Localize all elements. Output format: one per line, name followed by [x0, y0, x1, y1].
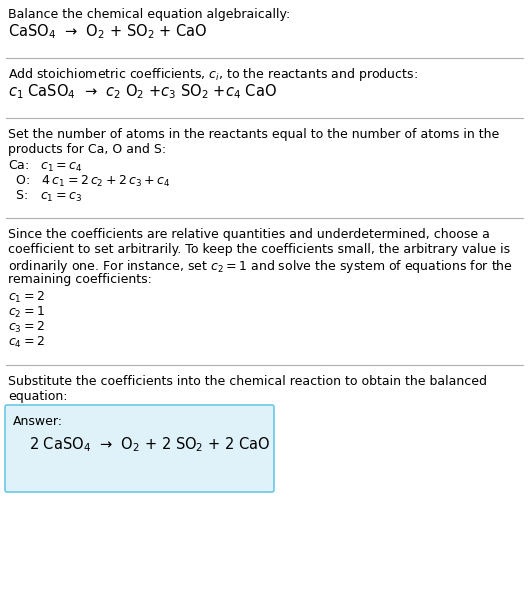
Text: coefficient to set arbitrarily. To keep the coefficients small, the arbitrary va: coefficient to set arbitrarily. To keep … [8, 243, 510, 256]
FancyBboxPatch shape [5, 405, 274, 492]
Text: O:   $4\,c_1 = 2\,c_2 + 2\,c_3 + c_4$: O: $4\,c_1 = 2\,c_2 + 2\,c_3 + c_4$ [8, 174, 170, 189]
Text: $c_2 = 1$: $c_2 = 1$ [8, 305, 45, 320]
Text: equation:: equation: [8, 390, 68, 403]
Text: ordinarily one. For instance, set $c_2 = 1$ and solve the system of equations fo: ordinarily one. For instance, set $c_2 =… [8, 258, 513, 275]
Text: Since the coefficients are relative quantities and underdetermined, choose a: Since the coefficients are relative quan… [8, 228, 490, 241]
Text: $c_1 = 2$: $c_1 = 2$ [8, 290, 45, 305]
Text: Balance the chemical equation algebraically:: Balance the chemical equation algebraica… [8, 8, 290, 21]
Text: CaSO$_4$  →  O$_2$ + SO$_2$ + CaO: CaSO$_4$ → O$_2$ + SO$_2$ + CaO [8, 22, 207, 41]
Text: remaining coefficients:: remaining coefficients: [8, 273, 152, 286]
Text: Add stoichiometric coefficients, $c_i$, to the reactants and products:: Add stoichiometric coefficients, $c_i$, … [8, 66, 418, 83]
Text: Ca:   $c_1 = c_4$: Ca: $c_1 = c_4$ [8, 159, 83, 174]
Text: products for Ca, O and S:: products for Ca, O and S: [8, 143, 166, 156]
Text: $c_1$ CaSO$_4$  →  $c_2$ O$_2$ +$c_3$ SO$_2$ +$c_4$ CaO: $c_1$ CaSO$_4$ → $c_2$ O$_2$ +$c_3$ SO$_… [8, 82, 277, 101]
Text: 2 CaSO$_4$  →  O$_2$ + 2 SO$_2$ + 2 CaO: 2 CaSO$_4$ → O$_2$ + 2 SO$_2$ + 2 CaO [29, 435, 270, 453]
Text: Answer:: Answer: [13, 415, 63, 428]
Text: S:   $c_1 = c_3$: S: $c_1 = c_3$ [8, 189, 82, 204]
Text: Set the number of atoms in the reactants equal to the number of atoms in the: Set the number of atoms in the reactants… [8, 128, 499, 141]
Text: $c_4 = 2$: $c_4 = 2$ [8, 335, 45, 350]
Text: $c_3 = 2$: $c_3 = 2$ [8, 320, 45, 335]
Text: Substitute the coefficients into the chemical reaction to obtain the balanced: Substitute the coefficients into the che… [8, 375, 487, 388]
